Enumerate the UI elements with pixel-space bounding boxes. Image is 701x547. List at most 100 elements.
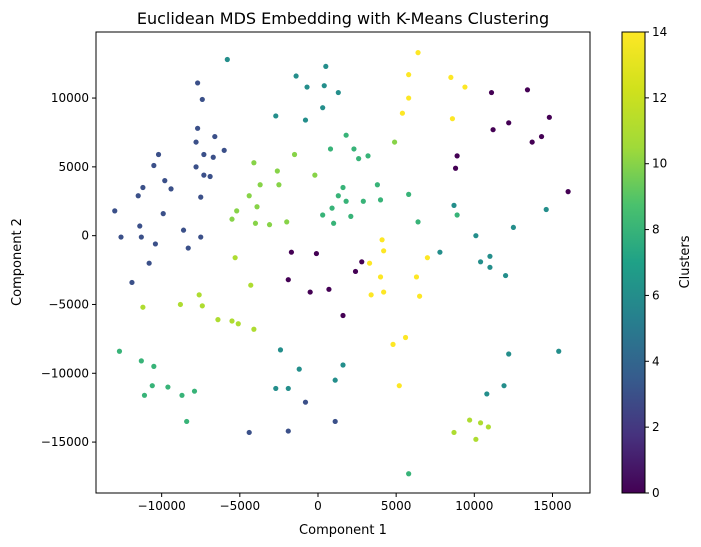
data-point (302, 399, 309, 405)
data-point (368, 292, 374, 298)
data-point (546, 114, 552, 120)
data-point (399, 110, 406, 116)
data-point (377, 274, 384, 280)
data-point (406, 471, 412, 477)
data-point (379, 237, 385, 243)
x-axis-label: Component 1 (299, 523, 387, 538)
data-point (415, 219, 421, 225)
x-tick-label: −10000 (138, 499, 186, 513)
data-point (201, 151, 207, 158)
data-point (451, 202, 457, 208)
data-point (454, 212, 460, 218)
data-point (293, 73, 299, 79)
data-point (487, 253, 493, 259)
data-point (177, 301, 184, 308)
data-point (277, 347, 284, 353)
y-tick-label: 0 (81, 229, 89, 243)
data-point (406, 191, 412, 197)
data-point (490, 127, 496, 133)
data-point (332, 418, 338, 425)
data-point (506, 120, 512, 126)
data-point (135, 193, 141, 199)
data-point (179, 392, 185, 398)
data-point (529, 139, 535, 145)
colorbar-tick-label: 2 (652, 420, 660, 434)
data-point (284, 219, 290, 225)
data-point (198, 234, 204, 240)
data-point (473, 233, 479, 239)
data-point (538, 133, 545, 140)
data-point (184, 418, 190, 425)
data-point (288, 249, 295, 255)
data-point (198, 194, 204, 200)
data-point (251, 326, 257, 332)
data-point (390, 341, 396, 347)
data-point (151, 363, 157, 369)
data-point (140, 304, 146, 310)
data-point (210, 154, 216, 160)
data-point (199, 96, 205, 103)
colorbar-tick-label: 6 (652, 288, 660, 302)
data-point (168, 186, 174, 192)
data-point (137, 223, 143, 229)
y-tick-label: −5000 (48, 297, 89, 311)
data-point (340, 184, 346, 191)
colorbar-tick-label: 14 (652, 25, 667, 39)
data-point (304, 84, 310, 90)
y-tick-label: −10000 (41, 366, 89, 380)
data-point (413, 274, 420, 280)
data-point (510, 224, 516, 231)
data-point (348, 213, 354, 219)
data-point (415, 50, 421, 56)
data-point (356, 156, 362, 162)
data-point (485, 424, 491, 430)
data-point (162, 178, 168, 184)
colorbar-label: Clusters (678, 235, 693, 288)
data-point (327, 146, 334, 152)
data-point (195, 125, 201, 131)
data-point (543, 206, 549, 213)
data-point (141, 392, 148, 398)
data-point (477, 259, 484, 265)
data-point (452, 165, 459, 171)
data-point (196, 292, 202, 298)
data-point (437, 249, 443, 255)
data-point (488, 89, 495, 96)
data-point (335, 89, 341, 96)
data-point (138, 234, 144, 240)
data-point (234, 208, 240, 214)
data-point (285, 385, 291, 392)
colorbar-ticks: 0 2 4 6 8 10 12 14 (645, 25, 667, 500)
data-point (332, 377, 338, 383)
data-point (118, 234, 124, 240)
data-point (524, 87, 531, 93)
data-point (152, 241, 159, 247)
data-point (232, 255, 238, 261)
data-point (160, 211, 166, 217)
data-point (257, 182, 263, 188)
data-point (477, 420, 484, 426)
data-point (285, 428, 291, 434)
colorbar-tick-label: 12 (652, 91, 667, 105)
data-point (377, 197, 384, 203)
colorbar-tick-label: 4 (652, 354, 660, 368)
data-point (313, 250, 320, 257)
colorbar-tick-label: 10 (652, 157, 667, 171)
data-point (129, 279, 135, 286)
data-point (193, 164, 199, 170)
data-point (343, 198, 349, 204)
data-point (340, 362, 346, 368)
data-point (229, 216, 235, 222)
data-point (201, 172, 207, 178)
colorbar (621, 31, 646, 494)
data-point (329, 205, 335, 211)
data-point (451, 429, 457, 436)
data-point (285, 277, 291, 283)
data-point (406, 72, 412, 78)
x-tick-label: 15000 (533, 499, 571, 513)
data-point (454, 153, 460, 159)
data-point (138, 358, 144, 364)
data-point (467, 417, 473, 423)
data-point (352, 268, 359, 275)
data-point (273, 113, 279, 119)
